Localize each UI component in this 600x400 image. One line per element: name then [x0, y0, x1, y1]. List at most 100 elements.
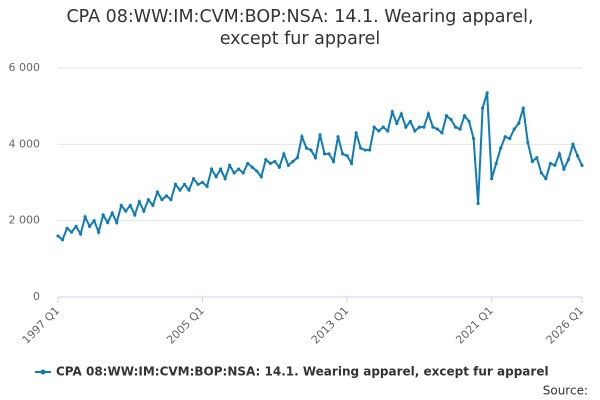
data-point — [119, 203, 123, 207]
data-point — [101, 213, 105, 217]
data-point — [219, 167, 223, 171]
data-point — [435, 127, 440, 131]
data-point — [449, 117, 453, 122]
data-point — [92, 219, 96, 223]
data-point — [78, 232, 83, 236]
data-point — [566, 158, 571, 162]
data-point — [471, 137, 476, 141]
data-point — [83, 215, 87, 219]
data-point — [264, 158, 268, 162]
data-point — [309, 148, 313, 152]
data-point — [467, 119, 471, 124]
data-point — [557, 152, 562, 156]
data-point — [481, 106, 485, 110]
data-point — [209, 167, 214, 171]
data-point — [169, 198, 173, 202]
data-point — [228, 163, 232, 167]
data-point — [453, 125, 458, 129]
data-point — [69, 230, 74, 234]
data-point — [124, 209, 128, 213]
data-point — [512, 127, 516, 131]
data-point — [313, 156, 318, 160]
data-point — [196, 182, 200, 187]
data-point — [331, 159, 336, 164]
data-point — [232, 171, 236, 175]
legend-label: CPA 08:WW:IM:CVM:BOP:NSA: 14.1. Wearing … — [56, 365, 549, 379]
data-point — [417, 125, 421, 129]
data-point — [399, 112, 403, 116]
data-point — [88, 224, 92, 228]
data-point — [178, 188, 182, 192]
data-point — [395, 121, 399, 125]
y-tick-label: 6 000 — [9, 61, 41, 74]
data-point — [56, 234, 60, 238]
data-point — [173, 182, 178, 187]
data-point — [214, 175, 218, 179]
data-point — [286, 163, 290, 167]
data-point — [246, 161, 250, 166]
data-point — [530, 159, 534, 164]
data-point — [322, 152, 327, 156]
data-point — [544, 177, 548, 181]
data-point — [277, 165, 281, 169]
data-point — [241, 171, 245, 175]
data-point — [462, 114, 467, 118]
data-point — [340, 152, 345, 156]
data-point — [200, 180, 205, 185]
data-point — [494, 161, 498, 166]
data-point — [517, 121, 521, 125]
data-point — [476, 201, 480, 206]
data-point — [155, 190, 159, 194]
data-point — [377, 129, 381, 133]
data-point — [273, 159, 277, 164]
x-tick-label: 2013 Q1 — [309, 304, 352, 347]
data-point — [146, 198, 150, 202]
data-point — [571, 142, 575, 146]
y-tick-label: 0 — [33, 290, 40, 303]
data-point — [327, 152, 331, 156]
data-point — [521, 106, 525, 110]
data-point — [503, 135, 507, 139]
data-point — [508, 137, 512, 141]
data-point — [372, 125, 376, 129]
data-point — [250, 165, 254, 169]
data-point — [562, 167, 566, 171]
chart-title: CPA 08:WW:IM:CVM:BOP:NSA: 14.1. Wearing … — [66, 7, 534, 49]
data-point — [422, 125, 426, 129]
data-point — [553, 163, 557, 167]
data-point — [548, 161, 552, 166]
data-point — [535, 156, 539, 160]
data-point — [164, 194, 169, 198]
data-point — [268, 161, 272, 166]
data-point — [60, 238, 65, 242]
data-point — [187, 188, 191, 192]
source: Source: — [543, 384, 588, 398]
legend-marker — [40, 369, 46, 375]
data-point — [74, 224, 78, 228]
x-tick-label: 2005 Q1 — [164, 304, 207, 347]
data-point — [128, 203, 132, 207]
data-point — [318, 133, 322, 137]
data-point — [386, 129, 390, 133]
data-point — [110, 211, 114, 215]
data-point — [426, 112, 431, 116]
data-point — [291, 159, 295, 164]
data-point — [151, 203, 155, 207]
data-point — [255, 169, 259, 173]
data-point — [408, 119, 412, 124]
data-point — [282, 152, 286, 156]
data-point — [359, 146, 363, 150]
data-point — [390, 110, 394, 114]
data-point — [413, 129, 417, 133]
y-tick-label: 2 000 — [9, 214, 41, 227]
data-point — [97, 230, 101, 234]
data-point — [295, 156, 300, 160]
data-point — [440, 131, 444, 135]
data-point — [182, 182, 187, 187]
data-point — [490, 177, 494, 181]
data-point — [345, 154, 349, 158]
x-tick-label: 2026 Q1 — [544, 304, 587, 347]
data-point — [259, 175, 263, 179]
